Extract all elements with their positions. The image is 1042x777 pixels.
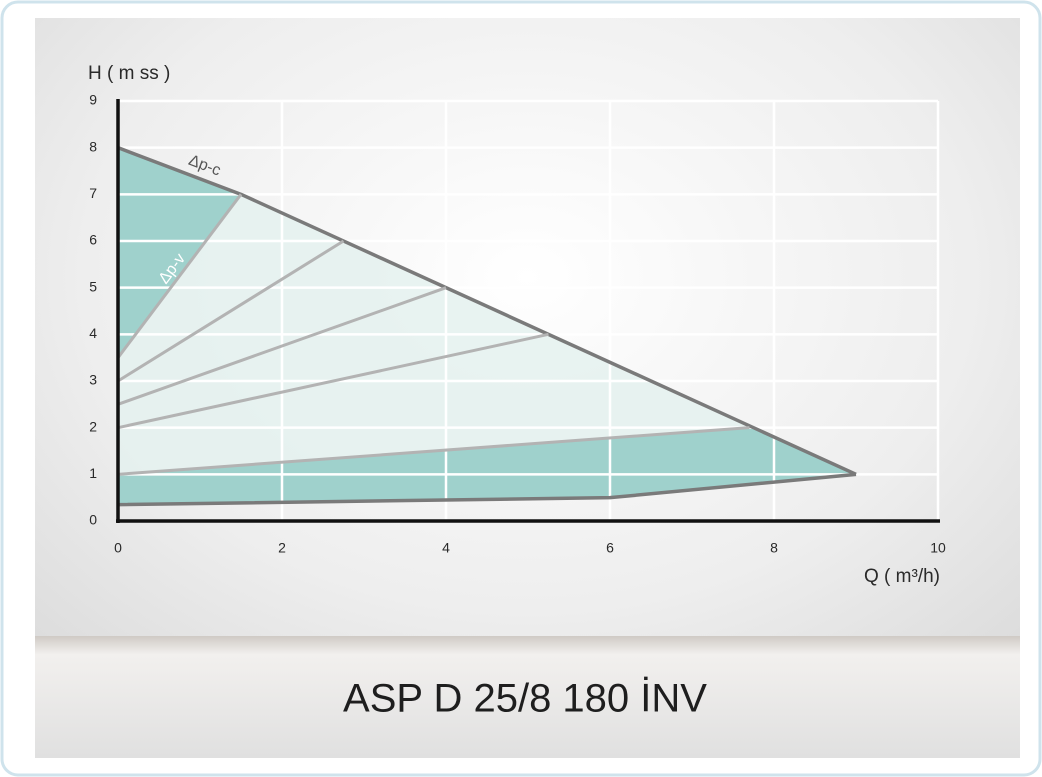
curve	[117, 426, 750, 476]
y-tick-label: 5	[89, 278, 97, 294]
curve	[117, 332, 549, 430]
chart-title: ASP D 25/8 180 İNV	[343, 676, 707, 721]
curve	[116, 193, 243, 359]
operating-area	[118, 147, 856, 505]
y-tick-label: 3	[89, 372, 97, 388]
curve	[117, 146, 857, 476]
x-tick-label: 8	[770, 540, 778, 556]
x-tick-label: 2	[278, 540, 286, 556]
title-band	[35, 636, 1020, 758]
x-tick-label: 10	[930, 540, 946, 556]
y-tick-label: 2	[89, 418, 97, 434]
y-tick-label: 4	[89, 325, 97, 341]
y-tick-label: 9	[89, 92, 97, 108]
x-tick-label: 0	[114, 540, 122, 556]
y-axis-label: H ( m ss )	[88, 63, 170, 84]
curve	[117, 472, 857, 507]
dp-v-area	[118, 147, 241, 358]
y-tick-label: 0	[89, 512, 97, 528]
curve	[117, 239, 345, 383]
y-tick-label: 8	[89, 138, 97, 154]
x-tick-label: 4	[442, 540, 450, 556]
curve	[117, 286, 447, 406]
y-tick-label: 1	[89, 465, 97, 481]
y-tick-label: 6	[89, 232, 97, 248]
y-tick-label: 7	[89, 185, 97, 201]
min-area	[118, 427, 856, 505]
x-axis-label: Q ( m³/h)	[864, 566, 940, 587]
x-tick-label: 6	[606, 540, 614, 556]
